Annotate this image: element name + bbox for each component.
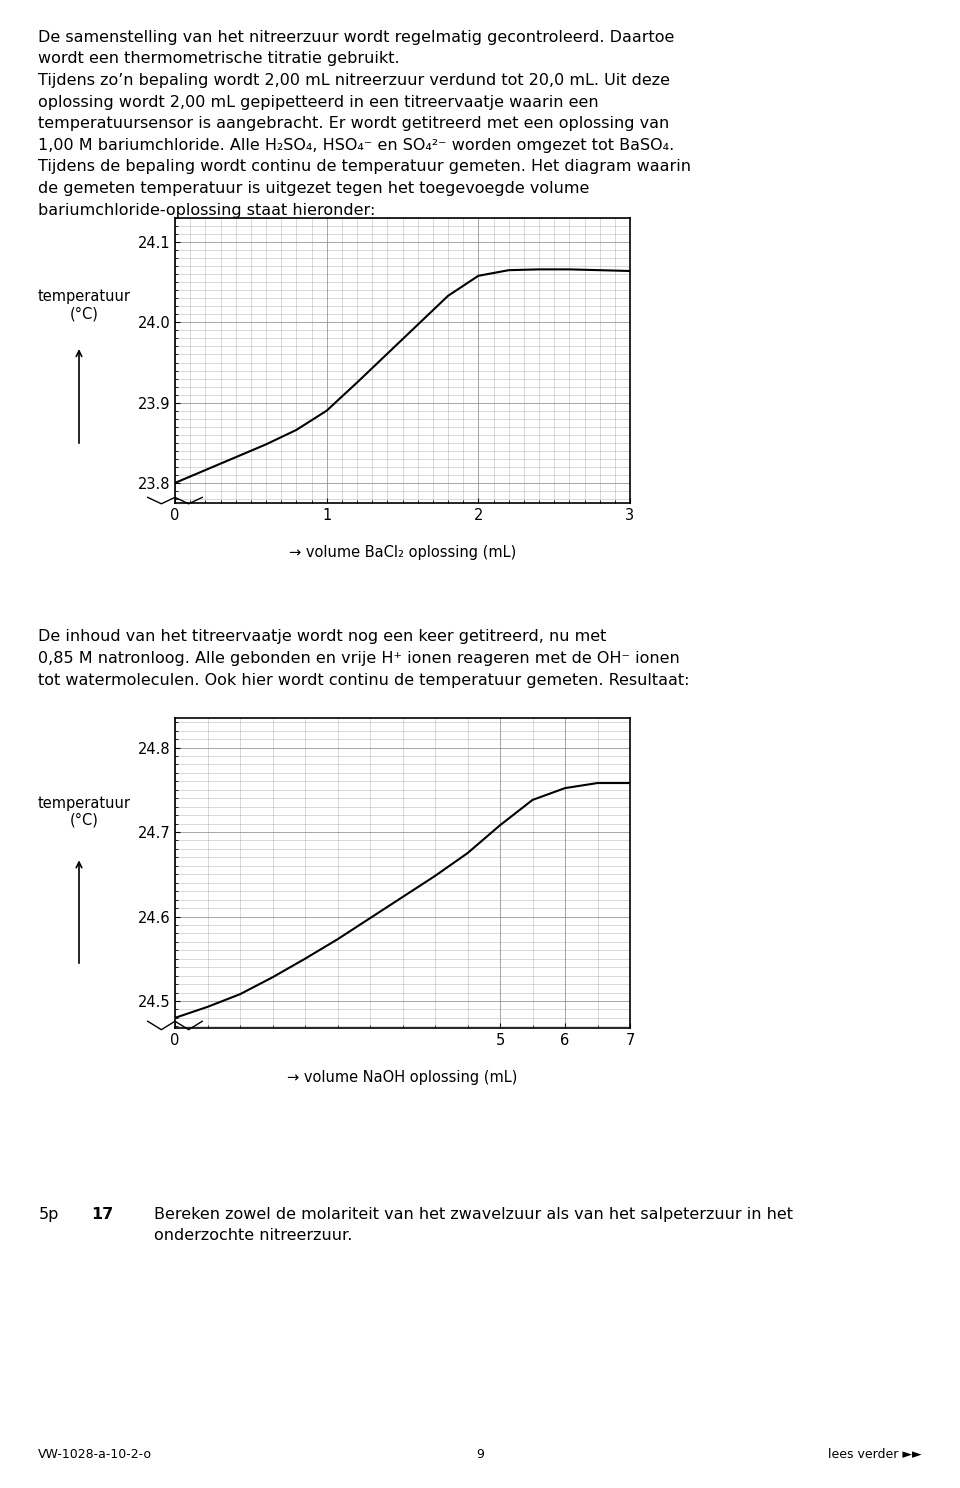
Text: → volume NaOH oplossing (mL): → volume NaOH oplossing (mL) — [287, 1070, 517, 1085]
Text: VW-1028-a-10-2-o: VW-1028-a-10-2-o — [38, 1448, 153, 1461]
Text: temperatuur
(°C): temperatuur (°C) — [37, 796, 131, 827]
Text: De samenstelling van het nitreerzuur wordt regelmatig gecontroleerd. Daartoe
wor: De samenstelling van het nitreerzuur wor… — [38, 30, 691, 217]
Text: 17: 17 — [91, 1207, 113, 1222]
Text: 9: 9 — [476, 1448, 484, 1461]
Text: Bereken zowel de molariteit van het zwavelzuur als van het salpeterzuur in het
o: Bereken zowel de molariteit van het zwav… — [154, 1207, 793, 1242]
Text: De inhoud van het titreervaatje wordt nog een keer getitreerd, nu met
0,85 M nat: De inhoud van het titreervaatje wordt no… — [38, 629, 690, 687]
Text: lees verder ►►: lees verder ►► — [828, 1448, 922, 1461]
Text: → volume BaCl₂ oplossing (mL): → volume BaCl₂ oplossing (mL) — [289, 545, 516, 559]
Text: temperatuur
(°C): temperatuur (°C) — [37, 289, 131, 321]
Text: 5p: 5p — [38, 1207, 59, 1222]
